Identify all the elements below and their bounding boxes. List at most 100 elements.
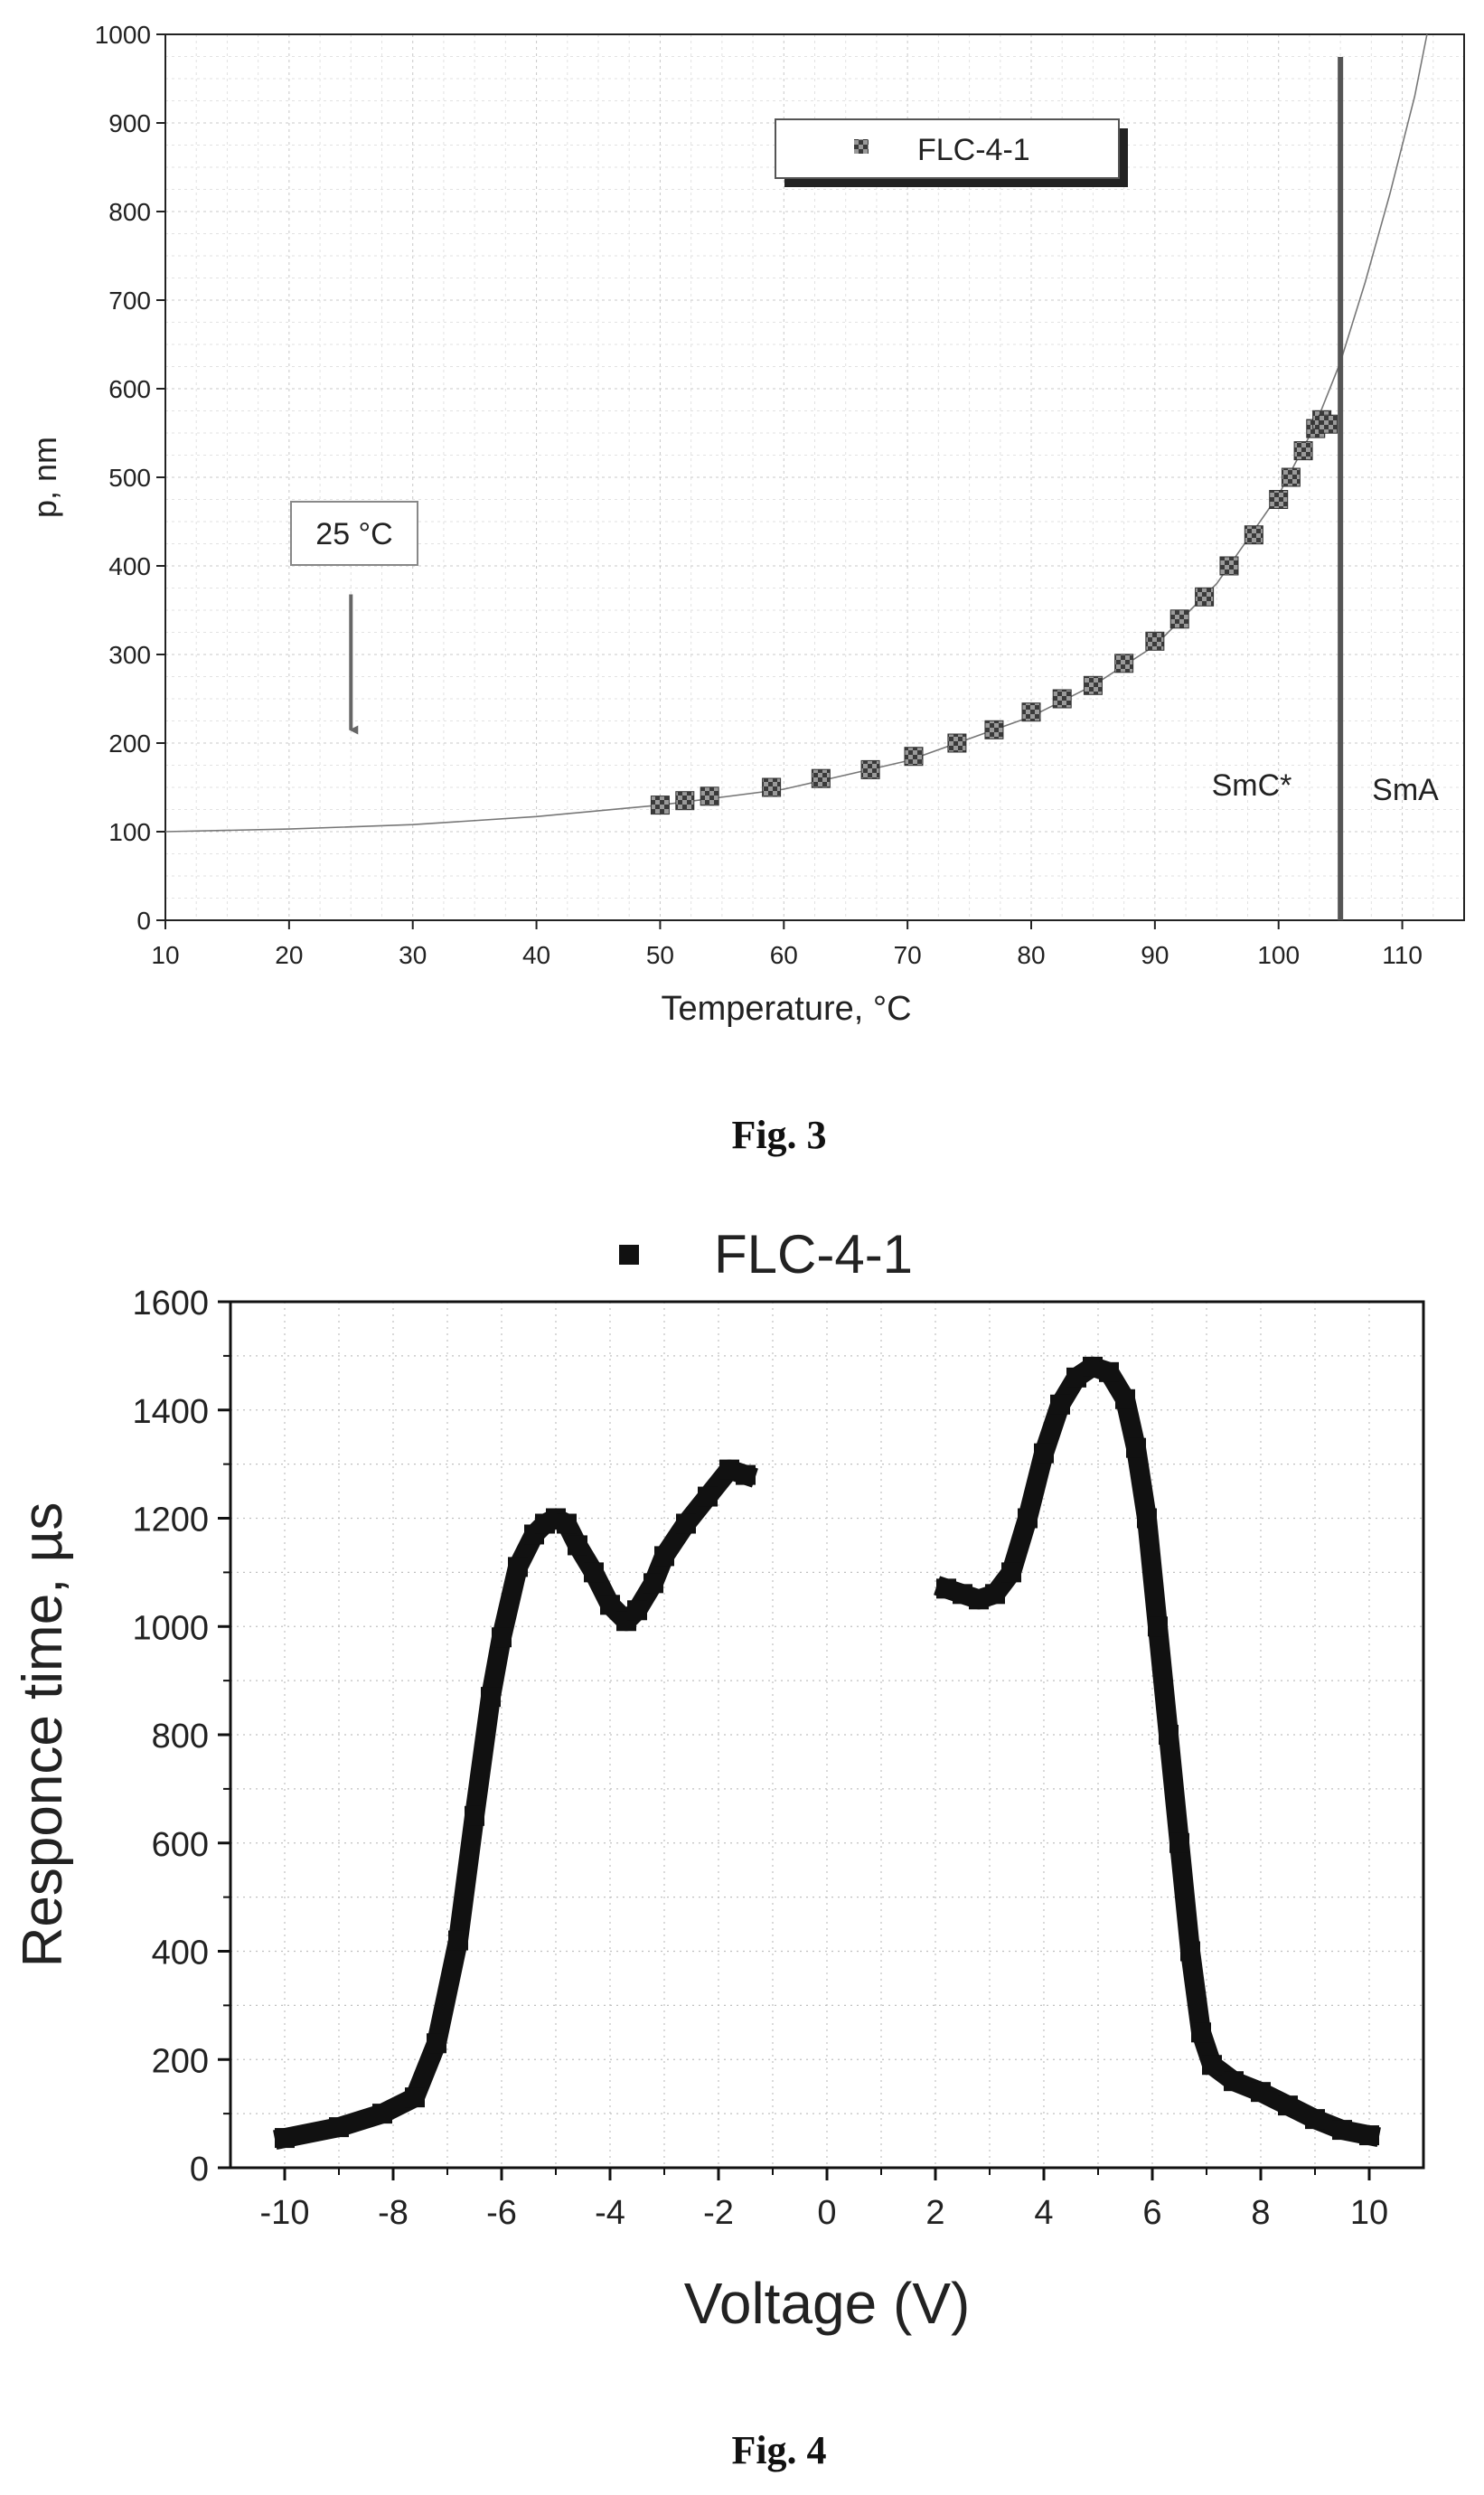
fig4-y-axis-label: Responce time, µs: [12, 1502, 74, 1968]
fig4-legend-label: FLC-4-1: [714, 1224, 913, 1285]
fig4-data-point: [557, 1513, 577, 1534]
fig4-data-point: [1224, 2071, 1244, 2092]
fig4-x-tick-label: 8: [1251, 2194, 1270, 2232]
fig4-legend-marker: [619, 1245, 639, 1265]
fig4-data-point: [953, 1584, 972, 1605]
fig4-data-point: [1148, 1616, 1168, 1637]
fig3-data-point: [1114, 654, 1134, 673]
fig4-data-point: [1099, 1361, 1119, 1382]
fig3-x-axis-label: Temperature, °C: [661, 990, 911, 1028]
fig4-x-ticks: -10 -8 -6 -4 -2 0 2 4 6 8 10: [260, 2168, 1388, 2232]
fig4-y-tick-label: 800: [152, 1718, 209, 1756]
fig4-data-point: [698, 1486, 718, 1507]
fig3-data-point: [1145, 631, 1165, 651]
fig4-data-point: [1050, 1394, 1070, 1415]
fig4-x-tick-label: 0: [817, 2194, 836, 2232]
fig3-legend-marker: [854, 139, 869, 154]
fig3-x-tick-label: 10: [151, 941, 179, 969]
fig3-x-tick-label: 60: [770, 941, 798, 969]
fig3-x-tick-label: 90: [1141, 941, 1169, 969]
chart-fig3: 0 100 200 300 400 500 600 700 800 900 1000 10 20 30 4…: [26, 21, 1465, 1028]
fig4-x-axis-label: Voltage (V): [684, 2271, 971, 2336]
fig4-data-point: [627, 1600, 647, 1621]
fig4-y-ticks: 0 200 400 600 800 1000 1200 1400 1600: [132, 1285, 230, 2189]
fig3-y-tick-label: 700: [108, 287, 151, 315]
fig3-y-tick-label: 400: [108, 552, 151, 580]
fig3-y-tick-label: 1000: [95, 21, 151, 49]
fig3-data-point: [675, 791, 695, 811]
fig4-data-point: [329, 2117, 349, 2138]
fig4-y-tick-label: 200: [152, 2042, 209, 2080]
fig3-legend: FLC-4-1: [775, 118, 1128, 187]
fig3-x-tick-label: 80: [1017, 941, 1045, 969]
fig4-x-tick-label: 4: [1034, 2194, 1053, 2232]
fig4-data-point: [508, 1557, 528, 1577]
fig4-data-point: [1018, 1508, 1038, 1529]
fig4-x-tick-label: -10: [260, 2194, 310, 2232]
fig4-data-point: [372, 2104, 392, 2124]
fig4-data-point: [275, 2128, 295, 2149]
fig4-gridlines: [230, 1302, 1423, 2168]
fig4-data-point: [736, 1464, 756, 1485]
fig4-data-point: [1251, 2082, 1271, 2103]
fig3-data-point: [1281, 467, 1301, 487]
fig3-data-point: [1219, 556, 1239, 576]
fig4-data-point: [936, 1578, 956, 1599]
fig3-temperature-annotation: 25 °C: [290, 501, 418, 735]
fig3-data-point: [904, 747, 924, 767]
fig4-data-point: [405, 2087, 425, 2108]
fig3-y-ticks: 0 100 200 300 400 500 600 700 800 900 1000: [95, 21, 165, 935]
fig3-annotation-box: [290, 501, 418, 566]
fig4-data-series: [273, 1356, 1381, 2151]
fig3-data-points: [650, 410, 1338, 815]
fig4-data-point: [1278, 2095, 1298, 2116]
fig3-data-point: [947, 733, 967, 753]
fig3-data-point: [650, 796, 670, 815]
fig4-data-point: [969, 1589, 989, 1610]
fig3-x-tick-label: 110: [1382, 941, 1423, 969]
fig4-data-point: [654, 1546, 674, 1567]
fig4-series-trace: [934, 1356, 1381, 2148]
fig4-data-point: [568, 1535, 587, 1556]
fig4-data-point: [1332, 2120, 1352, 2141]
fig4-data-point: [448, 1930, 468, 1951]
fig4-data-point: [465, 1805, 484, 1826]
fig3-data-point: [1169, 609, 1189, 629]
fig3-y-tick-label: 500: [108, 464, 151, 492]
fig3-data-point: [1021, 702, 1041, 722]
fig3-y-tick-label: 800: [108, 198, 151, 226]
fig3-y-tick-label: 0: [136, 907, 151, 935]
fig3-data-point: [1195, 587, 1215, 607]
fig3-x-tick-label: 40: [522, 941, 550, 969]
fig4-y-tick-label: 1400: [132, 1393, 209, 1431]
fig4-data-point: [1137, 1508, 1157, 1529]
fig3-legend-label: FLC-4-1: [917, 133, 1030, 167]
fig3-data-point: [984, 720, 1004, 739]
fig3-annotation-25c: 25 °C: [315, 517, 392, 551]
fig3-data-point: [860, 759, 880, 779]
fig3-caption: Fig. 3: [731, 1113, 826, 1157]
fig3-data-point: [1293, 441, 1313, 461]
fig4-data-point: [1359, 2125, 1379, 2146]
fig4-y-tick-label: 1000: [132, 1609, 209, 1647]
fig4-data-point: [427, 2033, 446, 2054]
fig4-data-point: [481, 1687, 501, 1708]
fig4-data-point: [719, 1459, 739, 1480]
fig4-caption: Fig. 4: [731, 2428, 826, 2472]
fig4-y-tick-label: 600: [152, 1826, 209, 1864]
fig4-x-tick-label: 6: [1142, 2194, 1161, 2232]
fig3-data-point: [1052, 689, 1072, 709]
fig3-y-tick-label: 600: [108, 375, 151, 403]
fig3-y-tick-label: 300: [108, 641, 151, 669]
fig3-x-tick-label: 70: [894, 941, 922, 969]
fig3-data-point: [700, 786, 719, 806]
fig4-data-point: [1066, 1367, 1086, 1388]
fig4-data-point: [600, 1595, 620, 1615]
fig4-data-point: [1126, 1437, 1146, 1458]
fig4-data-point: [1083, 1356, 1103, 1377]
fig4-data-point: [1115, 1389, 1135, 1409]
fig4-y-tick-label: 0: [190, 2151, 209, 2189]
fig3-legend-box: [775, 118, 1120, 179]
fig4-y-tick-label: 1600: [132, 1285, 209, 1323]
